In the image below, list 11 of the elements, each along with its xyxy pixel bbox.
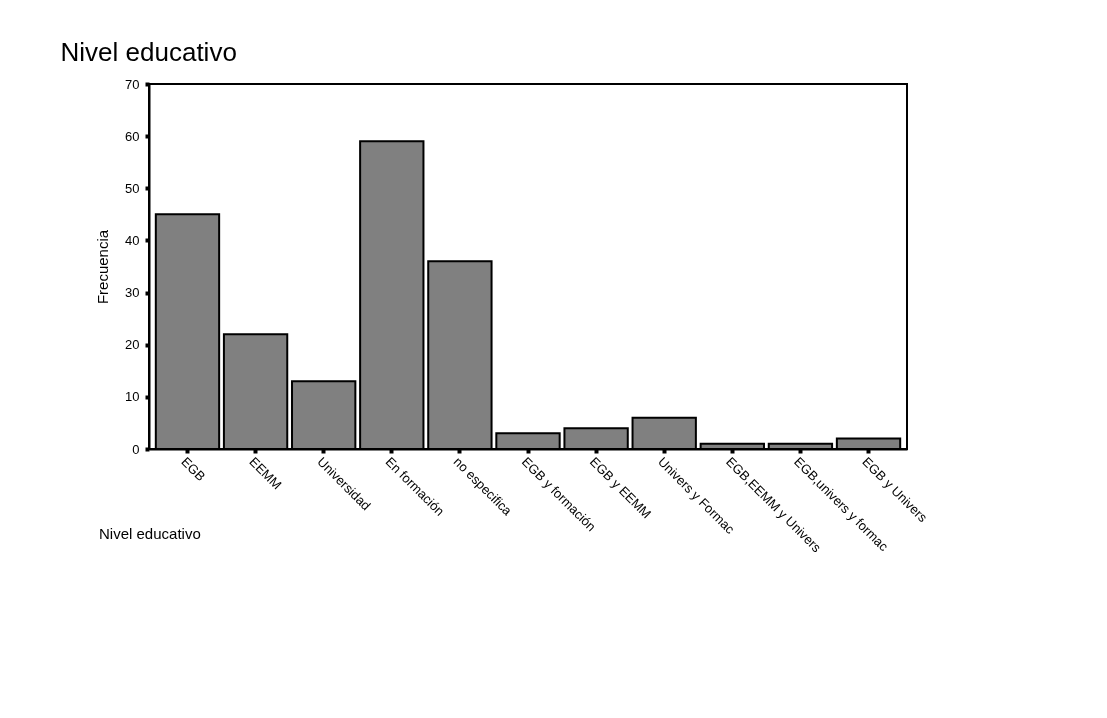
chart-title: Nivel educativo	[60, 37, 237, 67]
y-tick-label: 0	[132, 441, 140, 457]
y-tick-label: 60	[125, 128, 140, 144]
y-tick-label: 30	[125, 285, 140, 301]
y-axis-title: Frecuencia	[94, 229, 112, 305]
y-tick-label: 40	[125, 232, 140, 248]
y-tick-label: 70	[125, 76, 140, 92]
text: Nivel educativo	[99, 525, 201, 542]
y-tick-label: 20	[125, 337, 140, 353]
y-tick-label: 10	[125, 389, 140, 405]
y-tick-label: 50	[125, 180, 140, 196]
